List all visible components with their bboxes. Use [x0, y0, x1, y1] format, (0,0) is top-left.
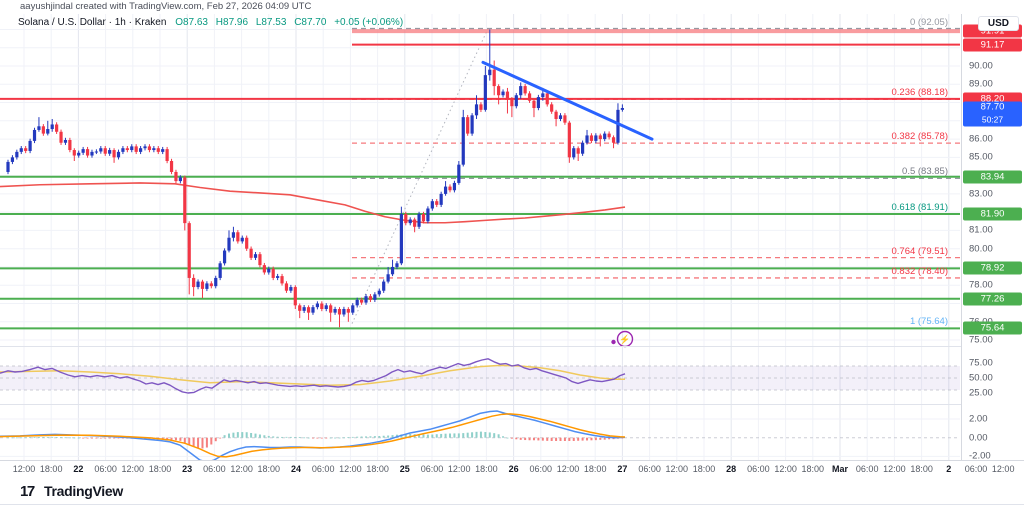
rsi-tick-label: 25.00 — [969, 387, 993, 399]
time-tick-label: 24 — [290, 464, 302, 474]
time-tick-label: 12:00 — [339, 464, 362, 474]
price-tick-label: 76.00 — [969, 316, 993, 327]
tradingview-logo-text[interactable]: TradingView — [44, 483, 123, 499]
time-tick-label: 12:00 — [12, 464, 36, 474]
price-badge: 81.90 — [963, 207, 1022, 221]
time-tick-label: 12:00 — [230, 464, 253, 474]
rsi-ma-line — [0, 364, 625, 386]
price-change: +0.05 (+0.06%) — [334, 17, 404, 28]
price-tick-label: 83.00 — [969, 188, 993, 200]
time-tick-label: 06:00 — [94, 464, 117, 474]
time-tick-label: 27 — [617, 464, 628, 474]
time-tick-label: 06:00 — [855, 464, 879, 474]
fib-level-label: 1 (75.64) — [909, 316, 948, 328]
time-tick-label: 06:00 — [311, 464, 335, 474]
fib-level-label: 0.618 (81.91) — [891, 201, 948, 213]
ohlc-open: O87.63 — [175, 17, 208, 28]
currency-button[interactable]: USD — [977, 16, 1019, 31]
time-tick-label: 18:00 — [39, 464, 63, 474]
symbol-title[interactable]: Solana / U.S. Dollar · 1h · Kraken — [18, 17, 167, 28]
price-badge: 77.26 — [963, 292, 1022, 306]
time-tick-label: 18:00 — [257, 464, 281, 474]
fib-level-label: 0.5 (83.85) — [902, 166, 948, 178]
ohlc-close: C87.70 — [294, 17, 327, 28]
rsi-line — [0, 358, 626, 394]
price-badge: 75.64 — [963, 321, 1022, 335]
rsi-tick-label: 50.00 — [969, 372, 993, 384]
time-tick-label: 18:00 — [910, 464, 933, 474]
macd-tick-label: 0.00 — [969, 432, 988, 444]
price-badge: 78.92 — [963, 261, 1022, 275]
ohlc-low: L87.53 — [255, 17, 287, 28]
time-tick-label: 22 — [73, 464, 84, 474]
time-tick-label: 06:00 — [638, 464, 661, 474]
fib-level-label: 0.236 (88.18) — [891, 87, 948, 99]
time-tick-label: 18:00 — [148, 464, 172, 474]
fib-level-label: 0.382 (85.78) — [891, 131, 948, 143]
macd-histogram — [7, 431, 624, 449]
time-tick-label: 23 — [182, 464, 193, 474]
candles-layer — [6, 29, 624, 328]
price-tick-label: 86.00 — [969, 133, 993, 145]
time-tick-label: 18:00 — [583, 464, 607, 474]
tradingview-logo-icon[interactable]: 17 — [20, 483, 35, 500]
price-tick-label: 81.00 — [969, 224, 993, 236]
price-tick-label: 90.00 — [969, 60, 993, 72]
price-badge: 87.70 50:27 — [963, 101, 1022, 127]
rsi-tick-label: 75.00 — [969, 357, 993, 369]
bottom-divider — [0, 504, 1024, 505]
lightning-icon: ⚡ — [619, 334, 630, 346]
chart-legend: Solana / U.S. Dollar · 1h · Kraken O87.6… — [18, 17, 408, 31]
price-tick-label: 80.00 — [969, 243, 993, 255]
time-tick-label: 26 — [508, 464, 519, 474]
time-tick-label: 2 — [946, 464, 952, 474]
price-badge: 83.94 — [963, 170, 1022, 184]
price-tick-label: 75.00 — [969, 334, 993, 346]
time-tick-label: 18:00 — [692, 464, 716, 474]
price-tick-label: 89.00 — [969, 78, 993, 90]
time-tick-label: 06:00 — [420, 464, 444, 474]
price-badge: 91.17 — [963, 38, 1022, 52]
time-tick-label: 12:00 — [447, 464, 471, 474]
time-tick-label: Mar — [831, 464, 849, 474]
moving-average-line — [0, 182, 626, 224]
fib-level-label: 0 (92.05) — [909, 16, 948, 28]
marker-dot-icon — [611, 339, 616, 345]
time-tick-label: 12:00 — [991, 464, 1015, 474]
time-tick-label: 06:00 — [203, 464, 226, 474]
time-tick-label: 06:00 — [529, 464, 553, 474]
logo-strip: 17 TradingView — [0, 478, 1024, 504]
fib-level-label: 0.832 (78.40) — [891, 265, 948, 277]
macd-tick-label: 2.00 — [969, 413, 988, 425]
time-tick-label: 12:00 — [883, 464, 906, 474]
time-tick-label: 18:00 — [366, 464, 389, 474]
countdown-timer: 50:27 — [981, 114, 1004, 125]
price-tick-label: 85.00 — [969, 151, 993, 163]
time-tick-label: 12:00 — [665, 464, 689, 474]
trendline — [481, 60, 654, 141]
attribution-text: aayushjindal created with TradingView.co… — [20, 1, 312, 12]
time-tick-label: 28 — [726, 464, 737, 474]
fib-level-label: 0.764 (79.51) — [891, 245, 948, 257]
macd-signal-line — [0, 413, 626, 458]
time-axis[interactable]: 12:00 18:00 22 06:00 12:00 18:00 23 06:00 12:00 1… — [0, 460, 1024, 479]
time-tick-label: 06:00 — [964, 464, 988, 474]
price-axis[interactable]: 90.0089.0087.0086.0085.0083.0081.0080.00… — [961, 14, 1024, 462]
time-tick-label: 12:00 — [121, 464, 145, 474]
time-tick-label: 12:00 — [556, 464, 580, 474]
price-tick-label: 78.00 — [969, 279, 993, 291]
ohlc-high: H87.96 — [215, 17, 249, 28]
time-tick-label: 06:00 — [747, 464, 770, 474]
macd-tick-label: -2.00 — [969, 450, 991, 462]
time-tick-label: 25 — [399, 464, 410, 474]
time-tick-label: 12:00 — [774, 464, 797, 474]
time-tick-label: 18:00 — [475, 464, 498, 474]
time-tick-label: 18:00 — [801, 464, 825, 474]
